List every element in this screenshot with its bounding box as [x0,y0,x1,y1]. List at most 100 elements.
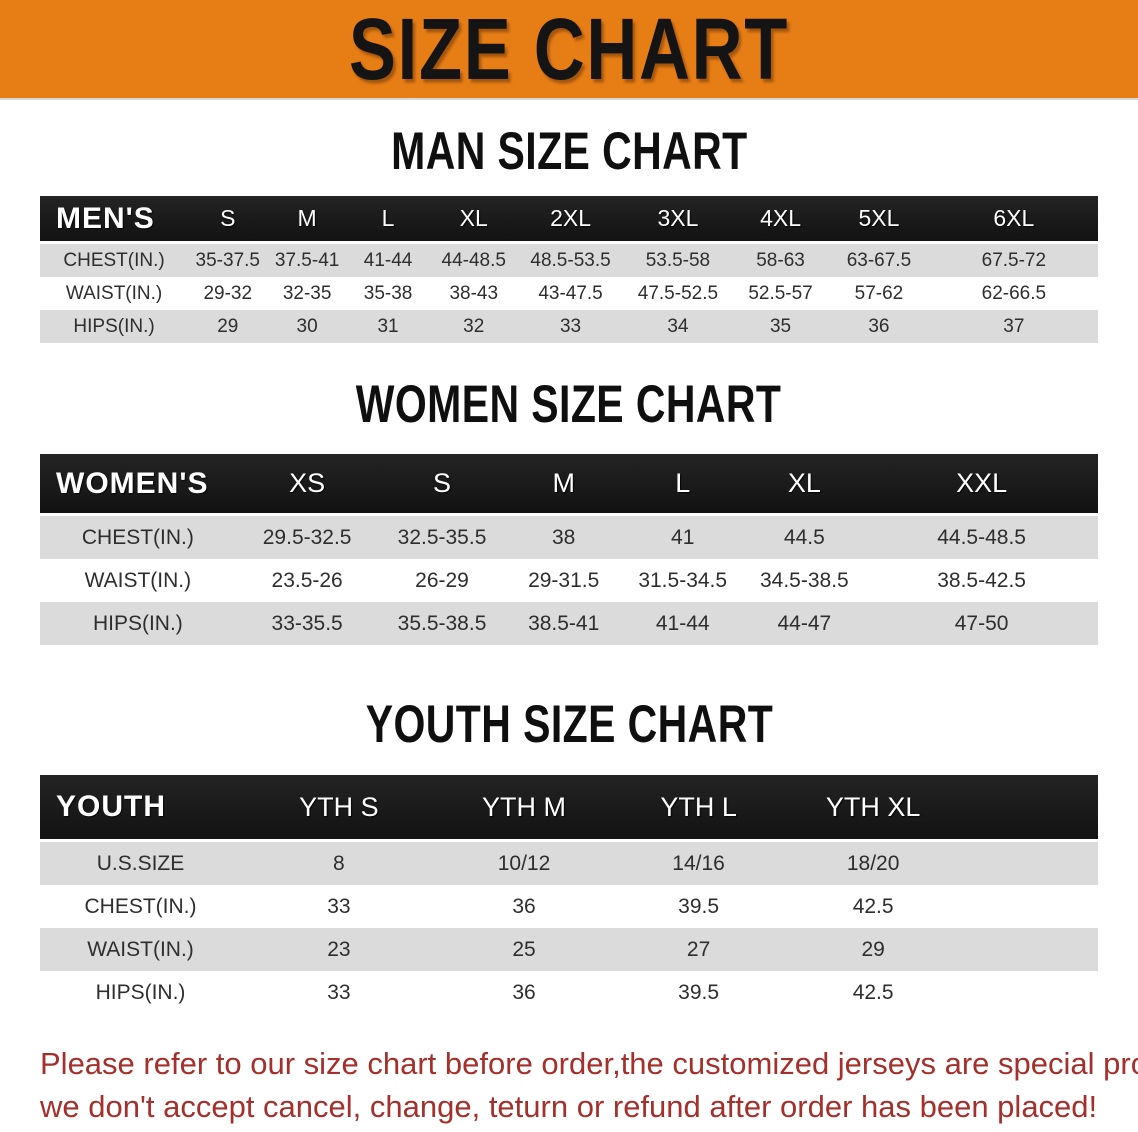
women-heading-text: WOMEN SIZE CHART [356,374,782,434]
youth-header-row: YOUTH YTH S YTH M YTH L YTH XL [40,775,1098,842]
cell: 34.5-38.5 [743,559,866,602]
cell: 43-47.5 [518,277,623,310]
men-section: MAN SIZE CHART MEN'S S M L XL 2XL 3XL 4X… [0,124,1138,343]
men-col-6xl: 6XL [929,196,1098,244]
page-title: SIZE CHART [348,0,790,98]
spacer-cell [960,885,1098,928]
disclaimer-line-2: we don't accept cancel, change, teturn o… [40,1089,1098,1124]
cell: 38.5-42.5 [865,559,1098,602]
row-label: WAIST(IN.) [40,277,189,310]
women-col-xxl: XXL [865,454,1098,516]
row-label: WAIST(IN.) [40,928,242,971]
cell: 29 [188,310,268,343]
men-col-xl: XL [429,196,519,244]
men-header-row: MEN'S S M L XL 2XL 3XL 4XL 5XL 6XL [40,196,1098,244]
cell: 52.5-57 [732,277,829,310]
youth-size-table: YOUTH YTH S YTH M YTH L YTH XL U.S.SIZE … [40,775,1098,1014]
men-col-3xl: 3XL [622,196,733,244]
men-col-s: S [188,196,268,244]
cell: 41 [621,516,744,559]
youth-chest-row: CHEST(IN.) 33 36 39.5 42.5 [40,885,1098,928]
cell: 36 [828,310,930,343]
cell: 18/20 [785,842,961,885]
cell: 35 [732,310,829,343]
cell: 38-43 [429,277,519,310]
row-label: WAIST(IN.) [40,559,236,602]
cell: 42.5 [785,971,961,1014]
cell: 57-62 [828,277,930,310]
youth-waist-row: WAIST(IN.) 23 25 27 29 [40,928,1098,971]
women-heading: WOMEN SIZE CHART [0,374,1138,434]
women-header-row: WOMEN'S XS S M L XL XXL [40,454,1098,516]
disclaimer: Please refer to our size chart before or… [0,1042,1138,1128]
cell: 44-48.5 [429,244,519,277]
women-col-s: S [378,454,506,516]
cell: 32 [429,310,519,343]
cell: 29-32 [188,277,268,310]
cell: 35-37.5 [188,244,268,277]
row-label: HIPS(IN.) [40,602,236,645]
men-chest-row: CHEST(IN.) 35-37.5 37.5-41 41-44 44-48.5… [40,244,1098,277]
cell: 29.5-32.5 [235,516,379,559]
men-heading: MAN SIZE CHART [0,124,1138,177]
cell: 29 [785,928,961,971]
cell: 48.5-53.5 [518,244,623,277]
men-waist-row: WAIST(IN.) 29-32 32-35 35-38 38-43 43-47… [40,277,1098,310]
cell: 14/16 [611,842,786,885]
youth-section: YOUTH SIZE CHART YOUTH YTH S YTH M YTH L… [0,694,1138,1014]
youth-table-title: YOUTH [40,775,242,842]
women-chest-row: CHEST(IN.) 29.5-32.5 32.5-35.5 38 41 44.… [40,516,1098,559]
banner: SIZE CHART [0,0,1138,100]
youth-heading: YOUTH SIZE CHART [0,694,1138,754]
row-label: HIPS(IN.) [40,310,189,343]
cell: 33-35.5 [235,602,379,645]
cell: 32.5-35.5 [378,516,506,559]
cell: 38 [505,516,622,559]
cell: 53.5-58 [622,244,733,277]
cell: 37 [929,310,1098,343]
youth-heading-text: YOUTH SIZE CHART [365,694,773,754]
women-size-table: WOMEN'S XS S M L XL XXL CHEST(IN.) 29.5-… [40,454,1098,645]
cell: 63-67.5 [828,244,930,277]
men-col-m: M [267,196,347,244]
cell: 44.5 [743,516,866,559]
women-col-xl: XL [743,454,866,516]
disclaimer-line-1: Please refer to our size chart before or… [40,1046,1138,1081]
cell: 27 [611,928,786,971]
cell: 67.5-72 [929,244,1098,277]
cell: 31 [346,310,430,343]
spacer-cell [960,928,1098,971]
cell: 32-35 [267,277,347,310]
youth-col-s: YTH S [241,775,437,842]
row-label: CHEST(IN.) [40,244,189,277]
men-table-title: MEN'S [40,196,189,244]
men-hips-row: HIPS(IN.) 29 30 31 32 33 34 35 36 37 [40,310,1098,343]
cell: 39.5 [611,885,786,928]
women-col-xs: XS [235,454,379,516]
youth-col-m: YTH M [436,775,612,842]
spacer-cell [960,842,1098,885]
row-label: CHEST(IN.) [40,885,242,928]
cell: 8 [241,842,437,885]
cell: 37.5-41 [267,244,347,277]
row-label: U.S.SIZE [40,842,242,885]
cell: 36 [436,971,612,1014]
youth-ussize-row: U.S.SIZE 8 10/12 14/16 18/20 [40,842,1098,885]
cell: 23.5-26 [235,559,379,602]
cell: 58-63 [732,244,829,277]
cell: 47-50 [865,602,1098,645]
men-col-4xl: 4XL [732,196,829,244]
women-hips-row: HIPS(IN.) 33-35.5 35.5-38.5 38.5-41 41-4… [40,602,1098,645]
cell: 10/12 [436,842,612,885]
cell: 35.5-38.5 [378,602,506,645]
cell: 36 [436,885,612,928]
row-label: CHEST(IN.) [40,516,236,559]
cell: 29-31.5 [505,559,622,602]
cell: 33 [518,310,623,343]
women-section: WOMEN SIZE CHART WOMEN'S XS S M L XL XXL [0,374,1138,645]
youth-col-l: YTH L [611,775,786,842]
women-col-l: L [621,454,744,516]
women-waist-row: WAIST(IN.) 23.5-26 26-29 29-31.5 31.5-34… [40,559,1098,602]
men-col-5xl: 5XL [828,196,930,244]
